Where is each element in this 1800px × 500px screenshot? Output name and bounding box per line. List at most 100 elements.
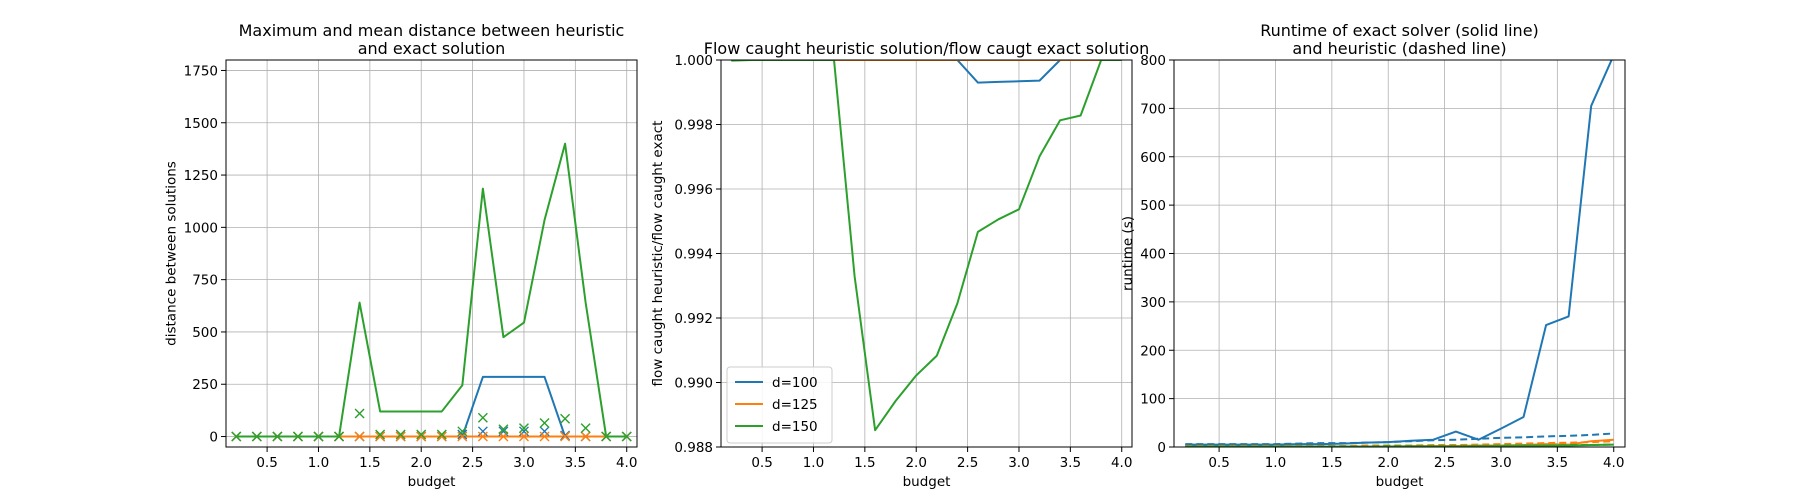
x-tick-label: 0.5	[256, 455, 277, 471]
x-tick-label: 3.0	[1490, 455, 1511, 471]
marker-x	[416, 431, 427, 442]
y-tick-label: 1000	[184, 220, 218, 236]
marker-x	[580, 431, 591, 442]
marker-x	[354, 431, 365, 442]
x-tick-label: 1.0	[803, 455, 824, 471]
marker-x	[375, 431, 386, 442]
y-tick-label: 1250	[184, 168, 218, 184]
x-tick-label: 1.0	[1265, 455, 1286, 471]
marker-x	[334, 431, 345, 442]
x-tick-label: 1.5	[359, 455, 380, 471]
marker-x	[313, 431, 324, 442]
y-tick-label: 250	[192, 377, 218, 393]
y-tick-label: 100	[1140, 392, 1166, 408]
y-tick-label: 0.988	[674, 440, 713, 456]
x-tick-label: 4.0	[1111, 455, 1132, 471]
y-tick-label: 700	[1140, 101, 1166, 117]
series-group	[731, 60, 1122, 432]
marker-x	[580, 423, 591, 434]
x-tick-label: 2.0	[410, 455, 431, 471]
series-line-d100	[731, 60, 1122, 84]
axes-frame	[225, 59, 638, 448]
marker-x	[539, 417, 550, 428]
chart-title: Runtime of exact solver (solid line) and …	[1260, 21, 1539, 58]
x-tick-label: 1.5	[854, 455, 875, 471]
chart-title-line: Runtime of exact solver (solid line)	[1260, 21, 1539, 40]
series-group	[236, 142, 627, 438]
marker-x	[251, 431, 262, 442]
y-tick-label: 1.000	[674, 53, 713, 69]
chart-title-line: Maximum and mean distance between heuris…	[239, 21, 625, 40]
chart-title-line: and heuristic (dashed line)	[1292, 39, 1506, 58]
legend-label-d125: d=125	[772, 397, 818, 413]
chart-title: Maximum and mean distance between heuris…	[239, 21, 625, 58]
chart-title-line: Flow caught heuristic solution/flow caug…	[704, 39, 1150, 58]
chart-panel-1: 0.5 1.0 1.5 2.0 2.5 3.0 3.5 4.0 0 250 500 750 1000 12…	[164, 21, 638, 490]
x-tick-label: 2.0	[1377, 455, 1398, 471]
ticks: 0.5 1.0 1.5 2.0 2.5 3.0 3.5 4.0 0 250 500 750 1000 12…	[184, 63, 638, 471]
x-tick-label: 3.5	[1060, 455, 1081, 471]
y-tick-label: 0.998	[674, 118, 713, 134]
x-tick-label: 3.0	[513, 455, 534, 471]
y-tick-label: 1750	[184, 63, 218, 79]
marker-x	[518, 431, 529, 442]
x-tick-label: 2.5	[957, 455, 978, 471]
y-tick-label: 400	[1140, 247, 1166, 263]
x-tick-label: 3.5	[1547, 455, 1568, 471]
y-tick-label: 0.996	[674, 182, 713, 198]
marker-x	[621, 431, 632, 442]
x-tick-label: 2.5	[462, 455, 483, 471]
y-axis-label: flow caught heuristic/flow caught exact	[650, 121, 666, 387]
series-line-d150	[236, 142, 627, 438]
legend-label-d150: d=150	[772, 419, 818, 435]
y-tick-label: 600	[1140, 150, 1166, 166]
marker-x	[457, 426, 468, 437]
y-axis-label: runtime (s)	[1120, 216, 1136, 291]
x-tick-label: 0.5	[751, 455, 772, 471]
y-tick-label: 0	[209, 430, 218, 446]
marker-x	[292, 431, 303, 442]
chart-title: Flow caught heuristic solution/flow caug…	[704, 39, 1150, 58]
x-tick-label: 3.0	[1008, 455, 1029, 471]
y-tick-label: 300	[1140, 295, 1166, 311]
marker-x	[457, 429, 468, 440]
series-markers-d150	[231, 408, 632, 442]
marker-x	[416, 429, 427, 440]
x-axis-label: budget	[408, 474, 456, 490]
marker-x	[498, 424, 509, 435]
marker-x	[436, 431, 447, 442]
legend-label-d100: d=100	[772, 375, 818, 391]
marker-x	[395, 431, 406, 442]
marker-x	[560, 431, 571, 442]
y-tick-label: 0	[1157, 440, 1166, 456]
marker-x	[560, 413, 571, 424]
y-tick-label: 1500	[184, 116, 218, 132]
marker-x	[539, 431, 550, 442]
marker-x	[560, 430, 571, 441]
y-tick-label: 0.992	[674, 311, 713, 327]
chart-panel-3: 0.5 1.0 1.5 2.0 2.5 3.0 3.5 4.0 0 100 200 300 400 500…	[1120, 21, 1626, 490]
y-tick-label: 750	[192, 273, 218, 289]
x-tick-label: 3.5	[565, 455, 586, 471]
y-tick-label: 0.990	[674, 376, 713, 392]
x-axis-label: budget	[1376, 474, 1424, 490]
panels: 0.5 1.0 1.5 2.0 2.5 3.0 3.5 4.00250500750100012…	[164, 21, 1626, 490]
ticks: 0.5 1.0 1.5 2.0 2.5 3.0 3.5 4.0 0.988 0.990 0.992 0…	[674, 53, 1132, 471]
x-tick-label: 1.5	[1321, 455, 1342, 471]
x-tick-label: 2.5	[1434, 455, 1455, 471]
x-tick-label: 2.0	[905, 455, 926, 471]
chart-title-line: and exact solution	[358, 39, 506, 58]
series-line-d100-dashed	[1185, 432, 1614, 446]
y-tick-label: 0.994	[674, 247, 713, 263]
chart-panel-2: 0.5 1.0 1.5 2.0 2.5 3.0 3.5 4.0 0.988 0.990 0.992 0…	[650, 39, 1149, 490]
marker-x	[272, 431, 283, 442]
marker-x	[477, 412, 488, 423]
legend: d=100 d=125 d=150	[726, 366, 833, 444]
marker-x	[498, 431, 509, 442]
marker-x	[601, 431, 612, 442]
y-tick-label: 200	[1140, 343, 1166, 359]
marker-x	[375, 429, 386, 440]
marker-x	[395, 429, 406, 440]
